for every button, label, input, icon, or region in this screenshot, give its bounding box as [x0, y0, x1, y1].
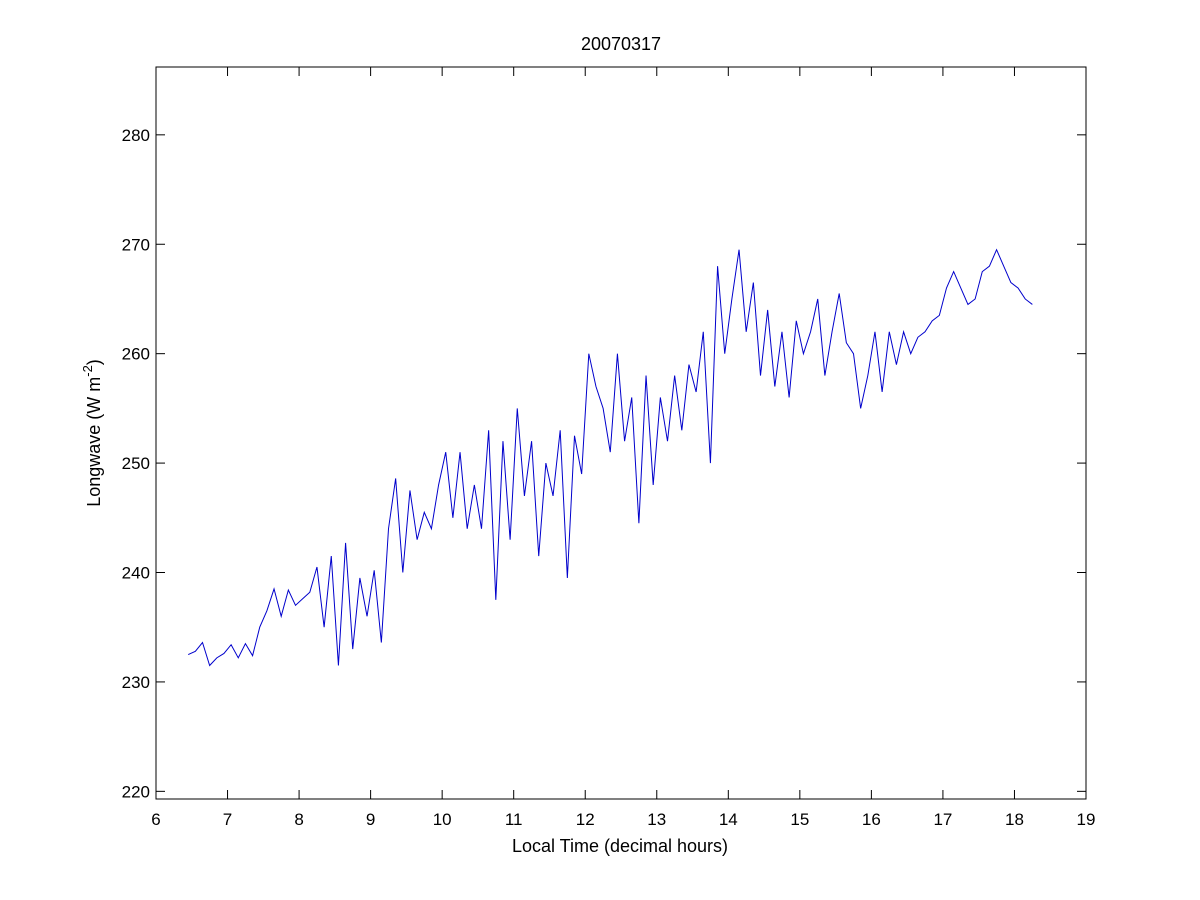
y-tick-label: 230 [122, 673, 150, 692]
ticks-group [155, 67, 1087, 799]
x-tick-label: 16 [862, 810, 881, 829]
y-tick-label: 220 [122, 782, 150, 801]
x-tick-label: 18 [1005, 810, 1024, 829]
x-tick-label: 13 [647, 810, 666, 829]
x-tick-label: 8 [294, 810, 303, 829]
x-tick-label: 15 [790, 810, 809, 829]
y-axis-label-suffix: ) [84, 359, 104, 365]
y-tick-label: 250 [122, 454, 150, 473]
x-tick-label: 6 [151, 810, 160, 829]
y-tick-label: 280 [122, 126, 150, 145]
y-tick-label: 240 [122, 564, 150, 583]
y-axis-label-superscript: -2 [80, 365, 95, 377]
y-tick-label: 260 [122, 345, 150, 364]
data-line [187, 248, 1033, 667]
x-tick-label: 17 [933, 810, 952, 829]
x-tick-label: 19 [1077, 810, 1096, 829]
y-tick-label: 270 [122, 235, 150, 254]
x-tick-label: 9 [366, 810, 375, 829]
x-tick-label: 7 [223, 810, 232, 829]
x-axis-label: Local Time (decimal hours) [512, 836, 728, 856]
x-tick-label: 14 [719, 810, 738, 829]
x-tick-label: 10 [433, 810, 452, 829]
plot-area [155, 66, 1087, 800]
x-tick-label: 12 [576, 810, 595, 829]
chart-title: 20070317 [581, 34, 661, 54]
y-axis-label-main: Longwave (W m [84, 377, 104, 507]
tick-labels-group: 6 7 8 9 10 11 12 13 14 15 16 17 18 19 220 230 240 250 260 2… [122, 126, 1096, 829]
y-axis-label: Longwave (W m-2) [80, 359, 104, 507]
x-tick-label: 11 [505, 810, 523, 829]
